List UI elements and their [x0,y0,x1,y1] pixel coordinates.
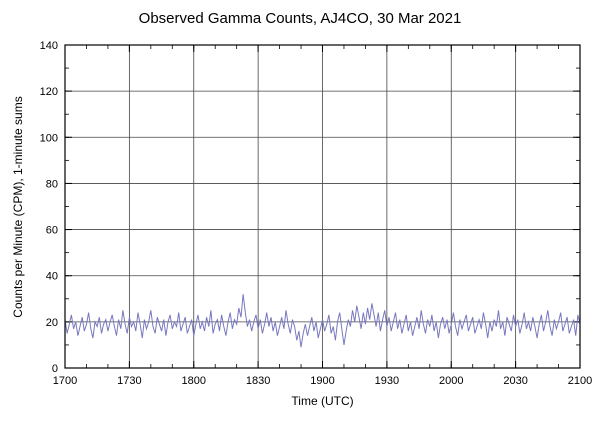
y-tick-label: 0 [52,363,58,375]
y-tick-label: 140 [40,40,58,52]
y-tick-label: 40 [46,271,58,283]
x-tick-label: 1700 [53,375,77,387]
data-series-line [64,294,581,348]
x-tick-label: 1730 [117,375,141,387]
x-tick-label: 1800 [182,375,206,387]
y-tick-label: 60 [46,225,58,237]
x-tick-label: 1930 [375,375,399,387]
x-tick-label: 2000 [439,375,463,387]
y-tick-label: 120 [40,86,58,98]
y-tick-label: 20 [46,317,58,329]
chart-title: Observed Gamma Counts, AJ4CO, 30 Mar 202… [138,10,462,27]
x-axis-label: Time (UTC) [291,394,354,408]
x-tick-label: 1900 [310,375,334,387]
y-tick-label: 100 [40,132,58,144]
x-tick-label: 2100 [568,375,592,387]
y-tick-label: 80 [46,178,58,190]
x-tick-label: 1830 [246,375,270,387]
x-tick-label: 2030 [503,375,527,387]
plot-border [64,44,581,369]
